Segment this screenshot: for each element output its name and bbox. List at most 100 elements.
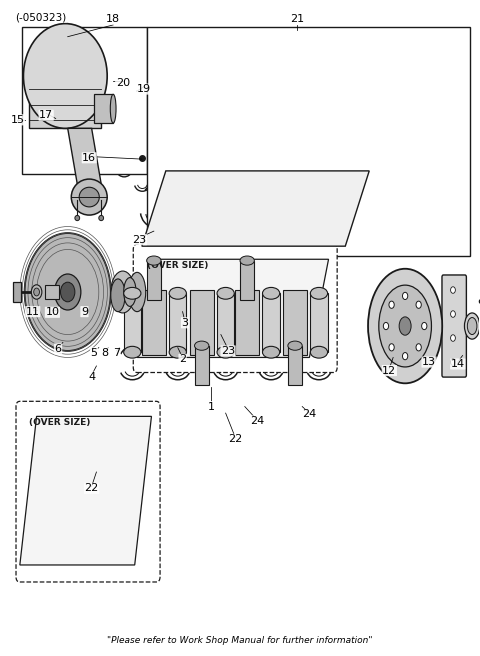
Polygon shape bbox=[190, 290, 214, 356]
Ellipse shape bbox=[111, 279, 125, 312]
Ellipse shape bbox=[311, 287, 327, 299]
FancyBboxPatch shape bbox=[16, 401, 160, 582]
Text: 4: 4 bbox=[88, 372, 95, 382]
Ellipse shape bbox=[451, 311, 456, 318]
Bar bbox=[29, 76, 101, 129]
Ellipse shape bbox=[169, 287, 186, 299]
Ellipse shape bbox=[24, 24, 107, 129]
Ellipse shape bbox=[240, 256, 254, 265]
Polygon shape bbox=[235, 290, 259, 356]
Bar bbox=[288, 346, 302, 385]
Ellipse shape bbox=[217, 346, 234, 358]
FancyBboxPatch shape bbox=[133, 244, 337, 373]
Bar bbox=[12, 282, 21, 302]
Ellipse shape bbox=[399, 317, 411, 335]
Ellipse shape bbox=[451, 287, 456, 293]
Text: 23: 23 bbox=[132, 235, 146, 245]
Bar bbox=[22, 27, 147, 174]
Ellipse shape bbox=[24, 233, 111, 351]
Text: 5: 5 bbox=[91, 348, 97, 358]
Text: 7: 7 bbox=[113, 348, 120, 358]
Text: (OVER SIZE): (OVER SIZE) bbox=[147, 261, 208, 270]
Ellipse shape bbox=[169, 346, 186, 358]
Text: 21: 21 bbox=[290, 14, 304, 24]
Ellipse shape bbox=[403, 293, 408, 300]
Bar bbox=[263, 293, 280, 352]
Ellipse shape bbox=[147, 256, 161, 265]
Bar bbox=[240, 260, 254, 300]
Bar bbox=[217, 293, 234, 352]
Ellipse shape bbox=[124, 277, 136, 306]
Bar bbox=[169, 293, 186, 352]
Ellipse shape bbox=[111, 271, 135, 313]
Text: 24: 24 bbox=[302, 409, 316, 419]
Text: 15: 15 bbox=[11, 115, 24, 125]
Ellipse shape bbox=[55, 274, 81, 310]
Polygon shape bbox=[137, 259, 328, 358]
Ellipse shape bbox=[468, 318, 477, 335]
FancyBboxPatch shape bbox=[442, 275, 467, 377]
Text: 22: 22 bbox=[228, 434, 242, 444]
Bar bbox=[147, 27, 470, 256]
Ellipse shape bbox=[416, 301, 421, 308]
Bar bbox=[45, 285, 59, 298]
Ellipse shape bbox=[465, 313, 480, 339]
Ellipse shape bbox=[416, 344, 421, 351]
Text: 16: 16 bbox=[82, 153, 96, 163]
Text: 9: 9 bbox=[81, 306, 88, 317]
Text: 14: 14 bbox=[451, 359, 465, 369]
Text: 22: 22 bbox=[84, 483, 99, 493]
Ellipse shape bbox=[72, 179, 107, 215]
Text: (-050323): (-050323) bbox=[15, 12, 66, 22]
Bar bbox=[94, 94, 113, 123]
Ellipse shape bbox=[79, 187, 99, 207]
Ellipse shape bbox=[263, 287, 280, 299]
Ellipse shape bbox=[75, 215, 80, 220]
Text: 11: 11 bbox=[26, 306, 40, 317]
Ellipse shape bbox=[368, 269, 442, 383]
Ellipse shape bbox=[389, 301, 394, 308]
Text: 24: 24 bbox=[250, 416, 264, 426]
Polygon shape bbox=[283, 290, 307, 356]
Ellipse shape bbox=[31, 285, 42, 299]
Text: 23: 23 bbox=[221, 346, 235, 356]
Ellipse shape bbox=[403, 352, 408, 359]
Ellipse shape bbox=[389, 344, 394, 351]
Text: 17: 17 bbox=[39, 110, 53, 120]
Bar bbox=[124, 293, 141, 352]
Ellipse shape bbox=[124, 346, 141, 358]
Text: 18: 18 bbox=[106, 14, 120, 24]
Text: (OVER SIZE): (OVER SIZE) bbox=[29, 419, 91, 427]
Text: 10: 10 bbox=[46, 307, 60, 318]
Polygon shape bbox=[20, 417, 152, 565]
Ellipse shape bbox=[384, 323, 389, 329]
Polygon shape bbox=[142, 171, 369, 246]
Text: 6: 6 bbox=[55, 344, 61, 354]
Bar bbox=[194, 346, 209, 385]
Bar bbox=[311, 293, 327, 352]
Text: 1: 1 bbox=[208, 401, 215, 411]
Polygon shape bbox=[68, 129, 101, 184]
Ellipse shape bbox=[288, 341, 302, 350]
Ellipse shape bbox=[311, 346, 327, 358]
Ellipse shape bbox=[124, 287, 141, 299]
Text: 2: 2 bbox=[179, 354, 186, 365]
Ellipse shape bbox=[60, 282, 75, 302]
Text: 8: 8 bbox=[101, 348, 108, 358]
Ellipse shape bbox=[129, 272, 146, 312]
Ellipse shape bbox=[110, 94, 116, 123]
Text: 19: 19 bbox=[137, 84, 151, 94]
Ellipse shape bbox=[379, 285, 432, 367]
Ellipse shape bbox=[34, 288, 39, 296]
Polygon shape bbox=[142, 290, 166, 356]
Bar bbox=[147, 260, 161, 300]
Text: 3: 3 bbox=[181, 318, 189, 328]
Ellipse shape bbox=[421, 323, 427, 329]
Ellipse shape bbox=[451, 359, 456, 365]
Text: 12: 12 bbox=[382, 365, 396, 375]
Text: 20: 20 bbox=[116, 77, 130, 87]
Text: "Please refer to Work Shop Manual for further information": "Please refer to Work Shop Manual for fu… bbox=[107, 636, 373, 646]
Ellipse shape bbox=[451, 335, 456, 341]
Ellipse shape bbox=[99, 215, 104, 220]
Ellipse shape bbox=[263, 346, 280, 358]
